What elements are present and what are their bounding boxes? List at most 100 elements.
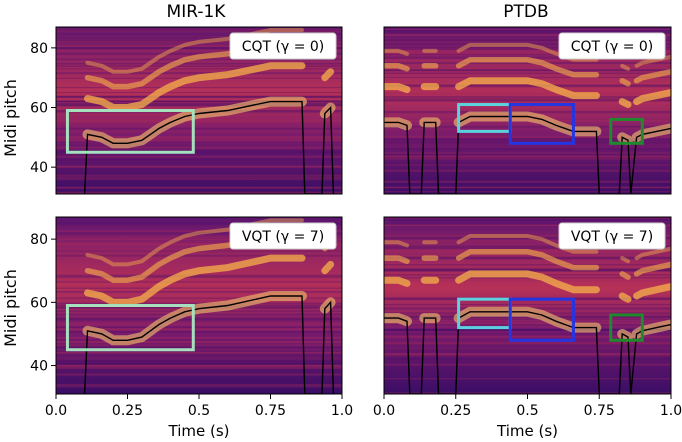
heatmap-texture [384,95,671,97]
heatmap-texture [384,69,671,72]
annotation-label: CQT (γ = 0) [571,39,654,55]
heatmap-texture [384,217,671,220]
heatmap-texture [56,100,342,102]
heatmap-texture [384,157,671,160]
heatmap-texture [384,245,671,248]
panel-1: CQT (γ = 0) [383,26,672,195]
heatmap-texture [56,230,342,232]
heatmap-texture [56,238,342,241]
heatmap-texture [56,67,342,70]
heatmap-texture [56,49,342,52]
panels: CQT (γ = 0) 40 60 80 CQT (γ = 0) VQT (γ = 7) 4… [30,26,682,440]
heatmap-texture [56,62,342,65]
heatmap-texture [56,136,342,138]
heatmap-texture [56,317,342,320]
heatmap-texture [56,280,342,282]
heatmap-texture [56,273,342,276]
annotation-label: VQT (γ = 7) [242,229,324,245]
highlight-box-2 [609,313,644,342]
heatmap-texture [56,373,342,376]
heatmap-texture [56,101,342,104]
heatmap-texture [384,342,671,344]
heatmap-texture [384,256,671,259]
heatmap-texture [56,351,342,354]
heatmap-texture [56,118,342,120]
heatmap-texture [384,125,671,128]
heatmap-texture [56,178,342,181]
heatmap-texture [56,364,342,366]
heatmap-texture [384,72,671,75]
heatmap-texture [56,254,342,256]
heatmap-texture [384,304,671,306]
heatmap-texture [56,35,342,38]
heatmap-texture [56,66,342,69]
heatmap-texture [384,294,671,297]
heatmap-texture [56,47,342,49]
x-axis-label: Time (s) [168,422,230,440]
heatmap-texture [56,285,342,287]
heatmap-texture [384,49,671,52]
heatmap-texture [384,99,671,102]
highlight-box-0 [65,304,195,352]
heatmap-texture [56,131,342,133]
heatmap-texture [384,343,671,345]
heatmap-texture [56,292,342,295]
heatmap-texture [56,192,342,194]
heatmap-texture [56,323,342,326]
heatmap-texture [384,164,671,166]
x-tick-label: 0.5 [516,403,538,419]
heatmap-texture [384,48,671,50]
heatmap-texture [56,102,342,104]
heatmap-texture [56,281,342,283]
heatmap-texture [56,264,342,266]
heatmap-texture [56,313,342,316]
annotation-box [558,32,666,60]
heatmap-texture [56,358,342,361]
heatmap-texture [56,191,342,194]
heatmap-texture [56,192,342,194]
heatmap-texture [384,92,671,96]
y-tick-label: 40 [30,160,48,176]
heatmap-texture [384,192,671,194]
heatmap-texture [56,327,342,330]
heatmap-texture [56,318,342,320]
heatmap-texture [384,38,671,41]
heatmap-texture [56,326,342,329]
heatmap-texture [56,254,342,257]
heatmap-texture [384,218,671,220]
heatmap-texture [56,363,342,365]
panel-2: VQT (γ = 7) 40 60 80 0.0 0.25 0.5 0.75 1.0 Time (… [30,216,353,440]
heatmap-texture [384,322,671,325]
heatmap-texture [384,279,671,281]
heatmap-texture [56,103,342,107]
heatmap-texture [384,38,671,41]
heatmap-texture [384,225,671,227]
heatmap-texture [56,47,342,50]
heatmap-texture [384,148,671,151]
heatmap-texture [56,40,342,43]
heatmap-texture [56,95,342,98]
heatmap-texture [384,355,671,358]
y-tick-label: 80 [30,232,48,248]
heatmap-texture [384,152,671,155]
heatmap-texture [56,40,342,43]
heatmap-texture [384,223,671,226]
panel-0: CQT (γ = 0) 40 60 80 [30,26,343,195]
heatmap-texture [384,357,671,359]
heatmap-texture [56,165,342,168]
heatmap-texture [56,302,342,305]
heatmap-texture [56,158,342,161]
heatmap-texture [56,65,342,67]
heatmap-texture [384,324,671,326]
harmonic-band [384,57,671,87]
heatmap-texture [56,72,342,75]
harmonic-band [384,270,671,303]
heatmap-texture [384,342,671,346]
heatmap-texture [384,269,671,271]
heatmap-texture [56,275,342,279]
heatmap-texture [56,386,342,390]
heatmap-texture [384,348,671,350]
heatmap-texture [384,69,671,72]
heatmap-texture [384,135,671,139]
